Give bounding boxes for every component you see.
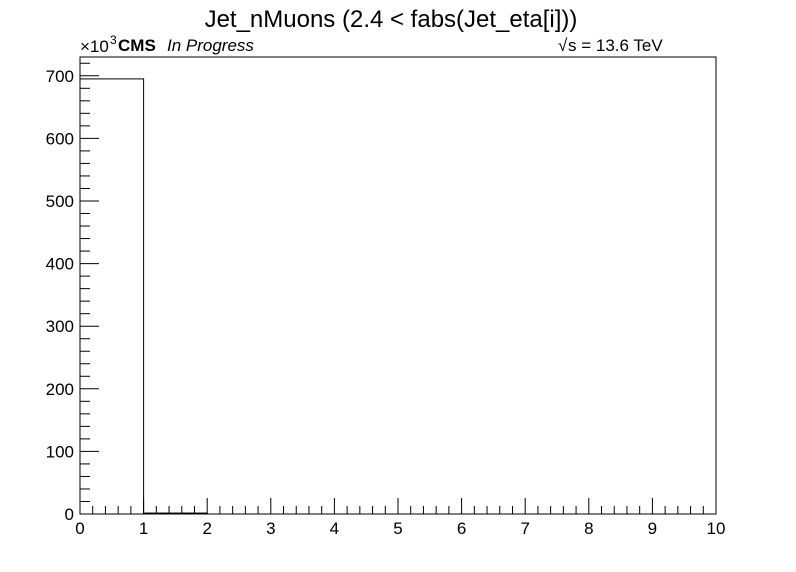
y-tick-label: 0 [65, 505, 74, 524]
cms-label: CMS [118, 36, 156, 55]
x-tick-label: 9 [648, 519, 657, 538]
x-tick-label: 8 [584, 519, 593, 538]
x-tick-label: 6 [457, 519, 466, 538]
x-tick-label: 7 [520, 519, 529, 538]
y-tick-label: 300 [46, 317, 74, 336]
axis-ticks [79, 62, 717, 515]
plot-frame [79, 56, 717, 515]
histogram-bin [143, 512, 208, 515]
x-tick-label: 4 [330, 519, 339, 538]
histogram-bars [79, 78, 208, 515]
x-tick-label: 3 [266, 519, 275, 538]
y-tick-label: 700 [46, 67, 74, 86]
y-tick-label: 100 [46, 442, 74, 461]
y-tick-label: 400 [46, 255, 74, 274]
y-tick-label: 500 [46, 192, 74, 211]
energy-label: s = 13.6 TeV [568, 36, 663, 55]
y-tick-label: 600 [46, 129, 74, 148]
x-tick-label: 0 [75, 519, 84, 538]
x-tick-label: 2 [202, 519, 211, 538]
y-tick-label: 200 [46, 380, 74, 399]
x-tick-label: 1 [139, 519, 148, 538]
x-tick-label: 10 [707, 519, 726, 538]
x-tick-label: 5 [393, 519, 402, 538]
status-label: In Progress [167, 36, 254, 55]
y-multiplier-base: ×10 [80, 37, 109, 56]
y-multiplier-exponent: 3 [110, 33, 117, 47]
histogram-bin [79, 78, 145, 515]
chart-title: Jet_nMuons (2.4 < fabs(Jet_eta[i])) [205, 6, 578, 33]
sqrt-symbol: √ [558, 36, 568, 55]
